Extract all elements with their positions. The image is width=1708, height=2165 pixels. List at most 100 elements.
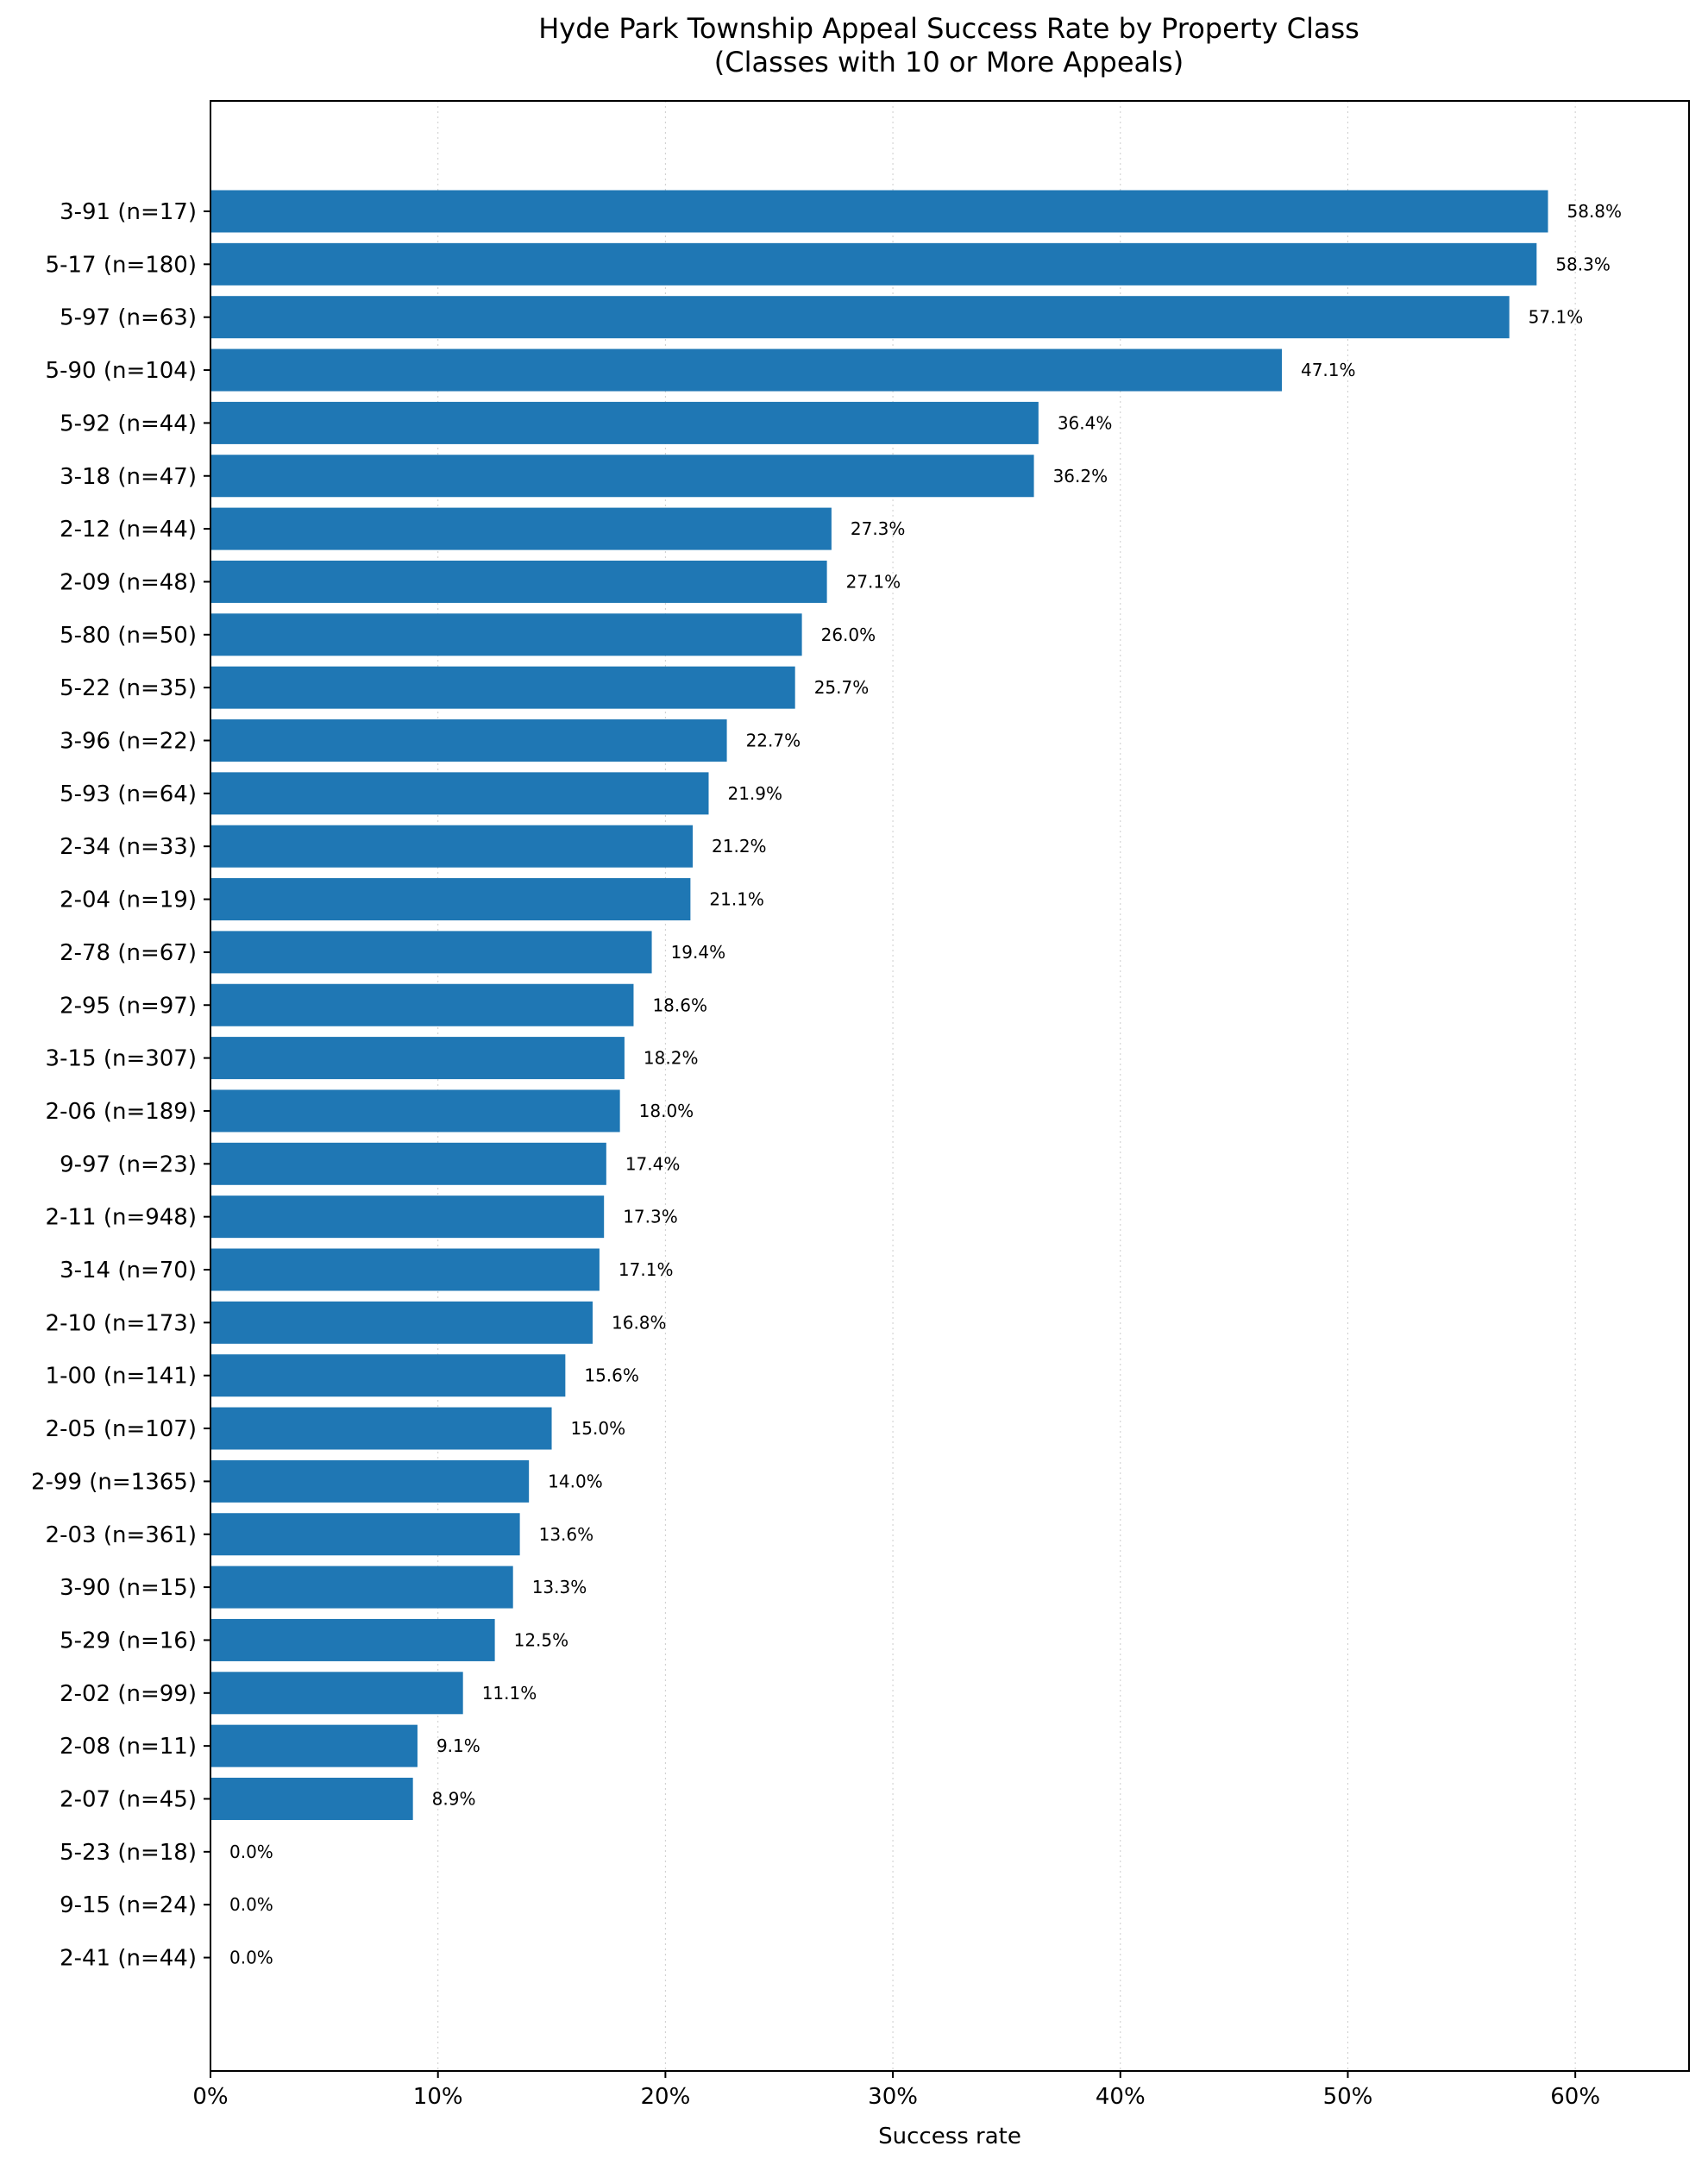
- x-axis-label: Success rate: [878, 2124, 1021, 2149]
- bar: [210, 983, 634, 1026]
- y-tick-label: 3-14 (n=70): [60, 1258, 197, 1283]
- bar: [210, 1672, 463, 1715]
- bar-value-label: 18.6%: [652, 995, 707, 1015]
- bar: [210, 401, 1039, 444]
- y-tick-label: 3-15 (n=307): [46, 1046, 197, 1072]
- bar-value-label: 17.1%: [619, 1259, 674, 1280]
- bar-value-label: 26.0%: [821, 624, 876, 645]
- y-tick-label: 5-93 (n=64): [60, 781, 197, 807]
- x-tick-label: 30%: [868, 2084, 918, 2110]
- bar: [210, 931, 652, 974]
- bar: [210, 878, 691, 921]
- bar-value-label: 58.8%: [1567, 201, 1623, 222]
- y-tick-label: 5-92 (n=44): [60, 411, 197, 436]
- plot-frame: [210, 100, 1690, 2072]
- x-axis: 0% 10% 20% 30% 40% 50% 60%: [192, 2071, 1600, 2110]
- bar-value-label: 17.4%: [625, 1153, 681, 1174]
- bar-value-label: 36.4%: [1058, 412, 1113, 433]
- chart-subtitle: (Classes with 10 or More Appeals): [714, 46, 1184, 78]
- y-tick-label: 9-97 (n=23): [60, 1152, 197, 1177]
- bar-value-label: 0.0%: [229, 1842, 273, 1862]
- bar: [210, 1248, 600, 1291]
- bar-value-label: 12.5%: [514, 1629, 569, 1650]
- bar: [210, 190, 1548, 233]
- bar-value-label: 15.6%: [584, 1365, 639, 1386]
- bar-value-label: 13.6%: [539, 1524, 594, 1545]
- bar-value-label: 16.8%: [612, 1312, 667, 1333]
- y-tick-label: 3-91 (n=17): [60, 199, 197, 225]
- bar: [210, 1142, 606, 1185]
- bar: [210, 719, 727, 762]
- y-tick-label: 3-18 (n=47): [60, 464, 197, 490]
- y-tick-label: 2-12 (n=44): [60, 517, 197, 543]
- y-tick-label: 9-15 (n=24): [60, 1892, 197, 1918]
- bar-value-label: 18.0%: [639, 1101, 694, 1121]
- y-tick-label: 5-90 (n=104): [46, 358, 197, 384]
- y-tick-label: 2-10 (n=173): [46, 1310, 197, 1336]
- y-tick-label: 2-99 (n=1365): [31, 1469, 197, 1495]
- y-tick-label: 5-29 (n=16): [60, 1628, 197, 1654]
- bar-value-label: 8.9%: [432, 1789, 476, 1810]
- bar: [210, 1407, 552, 1450]
- bar-value-label: 21.9%: [727, 783, 782, 804]
- y-tick-label: 2-41 (n=44): [60, 1946, 197, 1972]
- y-tick-label: 2-08 (n=11): [60, 1734, 197, 1760]
- bar: [210, 1459, 530, 1503]
- bar-value-label: 47.1%: [1301, 360, 1356, 380]
- bar-value-label: 9.1%: [436, 1735, 480, 1756]
- y-tick-label: 2-04 (n=19): [60, 888, 197, 913]
- y-tick-label: 5-22 (n=35): [60, 675, 197, 701]
- bar: [210, 1195, 605, 1239]
- bar: [210, 1724, 418, 1767]
- bar: [210, 242, 1537, 286]
- bar: [210, 1089, 620, 1133]
- bar-value-label: 27.1%: [846, 571, 901, 592]
- y-axis: 3-91 (n=17) 5-17 (n=180) 5-97 (n=63) 5-90 (…: [31, 199, 210, 1972]
- y-tick-label: 2-05 (n=107): [46, 1416, 197, 1442]
- y-tick-label: 2-34 (n=33): [60, 834, 197, 860]
- y-tick-label: 2-09 (n=48): [60, 569, 197, 595]
- bar-value-label: 21.1%: [709, 889, 764, 910]
- y-tick-label: 3-96 (n=22): [60, 729, 197, 755]
- bar: [210, 296, 1510, 339]
- bar: [210, 1618, 495, 1661]
- bar-value-label: 27.3%: [851, 518, 906, 539]
- bar: [210, 1037, 625, 1080]
- y-tick-label: 5-23 (n=18): [60, 1840, 197, 1866]
- bar-value-label: 13.3%: [532, 1577, 587, 1597]
- bar: [210, 348, 1282, 392]
- x-tick-label: 40%: [1096, 2084, 1146, 2110]
- bar: [210, 1513, 520, 1556]
- bar: [210, 507, 832, 550]
- bar: [210, 1566, 513, 1609]
- bar: [210, 1301, 593, 1344]
- y-tick-label: 2-95 (n=97): [60, 993, 197, 1019]
- y-tick-label: 5-97 (n=63): [60, 305, 197, 331]
- bar: [210, 613, 802, 656]
- y-tick-label: 1-00 (n=141): [46, 1364, 197, 1390]
- value-labels: 58.8% 58.3% 57.1% 47.1% 36.4% 36.2% 27.3% 27.1%…: [229, 201, 1622, 1968]
- bar-value-label: 25.7%: [814, 677, 870, 698]
- bar: [210, 772, 709, 815]
- bar-value-label: 36.2%: [1053, 466, 1108, 486]
- bar-value-label: 17.3%: [623, 1207, 678, 1227]
- x-tick-label: 0%: [192, 2084, 228, 2110]
- bar: [210, 1778, 413, 1820]
- bar-value-label: 14.0%: [548, 1471, 603, 1491]
- bar-value-label: 0.0%: [229, 1894, 273, 1915]
- bar-value-label: 0.0%: [229, 1948, 273, 1968]
- x-tick-label: 50%: [1323, 2084, 1373, 2110]
- y-tick-label: 2-03 (n=361): [46, 1522, 197, 1548]
- y-tick-label: 2-02 (n=99): [60, 1681, 197, 1707]
- y-tick-label: 3-90 (n=15): [60, 1575, 197, 1601]
- bar-value-label: 11.1%: [482, 1683, 537, 1704]
- y-tick-label: 2-06 (n=189): [46, 1099, 197, 1125]
- bar: [210, 666, 795, 709]
- bar-value-label: 15.0%: [571, 1418, 626, 1439]
- bar-value-label: 57.1%: [1529, 307, 1584, 328]
- bar-value-label: 22.7%: [746, 731, 801, 751]
- x-tick-label: 10%: [413, 2084, 463, 2110]
- y-tick-label: 2-78 (n=67): [60, 940, 197, 966]
